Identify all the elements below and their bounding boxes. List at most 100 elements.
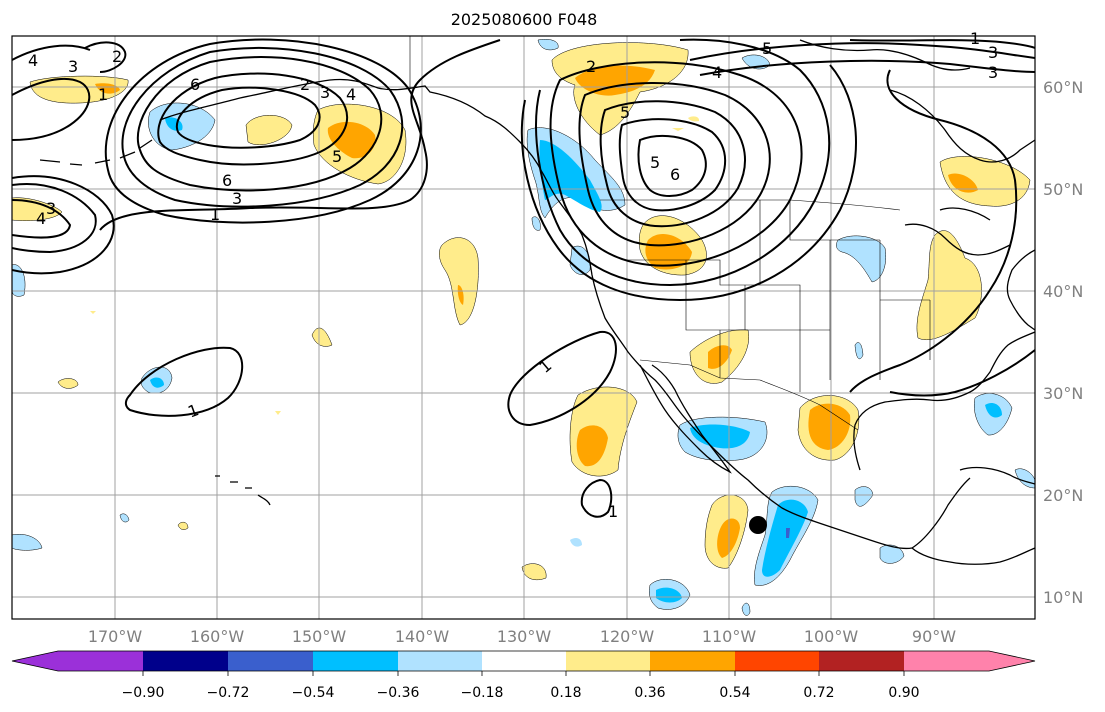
coastline-arctic	[799, 39, 971, 71]
positive-area	[311, 327, 333, 347]
positive-area	[275, 411, 281, 415]
storm-position-marker	[749, 516, 767, 534]
contour-label: 6	[222, 171, 232, 190]
contour-label: 3	[68, 57, 78, 76]
latitude-label: 30°N	[1043, 384, 1083, 403]
us-canada-border	[600, 199, 901, 211]
positive-area	[29, 75, 129, 104]
contour-label: 6	[190, 75, 200, 94]
longitude-label: 130°W	[497, 627, 552, 646]
coastline-cuba	[959, 466, 1035, 485]
contour-line	[12, 44, 91, 61]
contour-label: 3	[988, 43, 998, 62]
contour-line	[507, 330, 617, 427]
colorbar-segment	[143, 651, 228, 671]
colorbar-tick-label: 0.18	[550, 685, 581, 701]
positive-area	[439, 237, 479, 326]
positive-area	[672, 128, 684, 131]
contour-label: 3	[232, 189, 242, 208]
coastline-gulf	[853, 331, 1035, 549]
contour-line	[124, 346, 244, 417]
colorbar-tick-label: 0.90	[888, 685, 919, 701]
colorbar-tick-label: 0.36	[634, 685, 665, 701]
contour-label: 5	[620, 103, 630, 122]
latitude-label: 10°N	[1043, 588, 1083, 607]
colorbar-segment	[904, 651, 989, 671]
positive-area	[245, 115, 293, 146]
positive-core	[808, 403, 851, 450]
longitude-label: 160°W	[190, 627, 245, 646]
contour-label: 1	[210, 205, 220, 224]
colorbar-segment	[819, 651, 904, 671]
positive-area	[688, 116, 700, 122]
contour-line	[599, 100, 746, 228]
negative-area	[531, 216, 541, 231]
contour-line	[12, 175, 115, 275]
latitude-labels: 60°N 50°N 40°N 30°N 20°N 10°N	[1043, 78, 1083, 607]
contour-label: 4	[28, 51, 38, 70]
latitude-label: 20°N	[1043, 486, 1083, 505]
contour-line	[12, 77, 91, 141]
contour-label: 5	[650, 153, 660, 172]
negative-core	[762, 499, 808, 577]
coastline-east	[1006, 249, 1035, 331]
coastlines	[39, 39, 1035, 565]
positive-core	[327, 121, 376, 159]
contour-line	[520, 64, 857, 302]
contour-label: 3	[46, 199, 56, 218]
negative-core	[690, 424, 750, 449]
latitude-label: 50°N	[1043, 180, 1083, 199]
contour-label: 1	[98, 85, 108, 104]
colorbar-tick-label: −0.54	[292, 685, 335, 701]
colorbar-segment	[313, 651, 398, 671]
contour-line	[580, 478, 613, 518]
contour-label: 6	[670, 165, 680, 184]
negative-area	[570, 537, 582, 547]
longitude-label: 150°W	[292, 627, 347, 646]
contour-label: 2	[300, 75, 310, 94]
negative-area	[537, 39, 559, 51]
contour-line	[12, 183, 97, 254]
latitude-label: 40°N	[1043, 282, 1083, 301]
coastline-hudson	[889, 89, 1035, 163]
positive-area	[177, 521, 189, 530]
positive-area	[90, 311, 96, 314]
positive-area	[939, 156, 1031, 207]
coastline-west-north-america	[557, 199, 913, 550]
negative-area	[12, 534, 43, 551]
map-title: 2025080600 F048	[450, 10, 598, 29]
colorbar-tick-label: −0.36	[377, 685, 420, 701]
coastline-alaska	[159, 78, 559, 201]
coastline-baja	[639, 364, 732, 474]
positive-area	[12, 197, 63, 221]
negative-core	[539, 140, 602, 212]
colorbar: −0.90 −0.72 −0.54 −0.36 −0.18 0.18 0.36 …	[11, 650, 1036, 701]
positive-area	[521, 563, 547, 581]
positive-core	[457, 285, 464, 305]
contour-line	[84, 41, 127, 73]
contour-label: 4	[346, 85, 356, 104]
contour-line	[12, 199, 72, 239]
longitude-label: 100°W	[804, 627, 859, 646]
negative-core	[150, 377, 164, 388]
state-lines	[625, 200, 931, 392]
colorbar-extend-low	[12, 651, 58, 671]
colorbar-segment	[228, 651, 313, 671]
coastline-hawaii	[215, 475, 271, 506]
contour-line	[849, 39, 1035, 49]
contour-line	[689, 42, 1035, 61]
contour-label: 3	[988, 63, 998, 82]
anomaly-shading	[12, 39, 1035, 616]
contour-label: 2	[586, 57, 596, 76]
positive-area	[916, 230, 982, 340]
contour-line	[121, 46, 404, 208]
contour-line	[535, 38, 831, 287]
contour-line	[849, 69, 1018, 393]
colorbar-segment	[650, 651, 735, 671]
negative-area	[854, 342, 864, 360]
colorbar-extend-high	[989, 651, 1035, 671]
positive-area	[57, 378, 79, 389]
contour-label: 3	[320, 83, 330, 102]
negative-area	[119, 513, 130, 523]
